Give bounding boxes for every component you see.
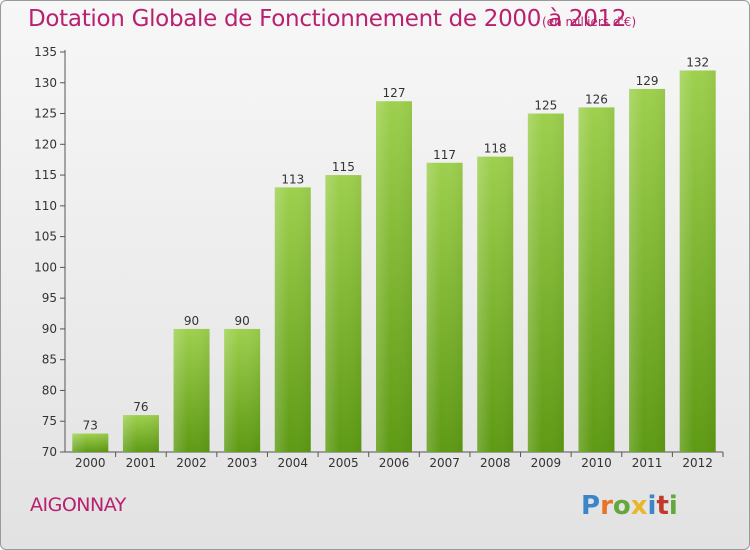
bar-highlight [477, 156, 514, 452]
value-labels: 73 76 90 90 113 115 127 117 118 125 126 129 132 [83, 55, 709, 432]
bar-highlight [274, 187, 311, 452]
y-tick-label: 85 [42, 353, 57, 367]
value-label-2001: 76 [133, 400, 148, 414]
y-tick-label: 130 [34, 76, 57, 90]
y-tick-label: 110 [34, 199, 57, 213]
value-label-2000: 73 [83, 419, 98, 433]
y-tick-label: 120 [34, 137, 57, 151]
value-label-2008: 118 [484, 142, 507, 156]
value-label-2007: 117 [433, 148, 456, 162]
x-tick-label: 2001 [126, 456, 157, 470]
x-tick-label: 2005 [328, 456, 359, 470]
x-tick-label: 2004 [277, 456, 308, 470]
value-label-2012: 132 [686, 55, 709, 69]
y-tick-label: 90 [42, 322, 57, 336]
value-label-2002: 90 [184, 314, 199, 328]
value-label-2011: 129 [636, 74, 659, 88]
value-label-2003: 90 [235, 314, 250, 328]
commune-name: AIGONNAY [30, 494, 126, 516]
bar-highlight [122, 415, 159, 452]
value-label-2005: 115 [332, 160, 355, 174]
y-tick-label: 125 [34, 107, 57, 121]
y-tick-label: 135 [34, 45, 57, 59]
value-label-2009: 125 [534, 99, 557, 113]
x-tick-label: 2011 [632, 456, 663, 470]
chart-unit: (en milliers d'€) [542, 15, 637, 29]
y-tick-label: 75 [42, 414, 57, 428]
bars [72, 70, 716, 453]
chart-title: Dotation Globale de Fonctionnement de 20… [28, 6, 627, 32]
bar-highlight [527, 113, 564, 453]
bar-highlight [426, 162, 463, 452]
value-label-2006: 127 [383, 86, 406, 100]
axes: 70 75 80 85 90 95 100 105 110 115 120 125 130 135 2000… [34, 45, 724, 470]
x-tick-label: 2007 [429, 456, 460, 470]
x-tick-label: 2003 [227, 456, 258, 470]
x-tick-label: 2000 [75, 456, 106, 470]
value-label-2004: 113 [281, 172, 304, 186]
y-tick-label: 80 [42, 383, 57, 397]
value-label-2010: 126 [585, 92, 608, 106]
bar-highlight [376, 101, 412, 452]
bar-highlight [72, 433, 109, 452]
x-tick-label: 2002 [176, 456, 207, 470]
bar-highlight [629, 88, 666, 452]
bar-highlight [173, 328, 210, 452]
proxiti-logo[interactable]: Proxiti [581, 491, 678, 521]
bar-highlight [578, 107, 615, 452]
y-tick-label: 105 [34, 230, 57, 244]
bar-highlight [224, 328, 261, 452]
y-tick-label: 100 [34, 260, 57, 274]
x-tick-label: 2009 [531, 456, 562, 470]
x-tick-label: 2008 [480, 456, 511, 470]
y-tick-label: 115 [34, 168, 57, 182]
y-tick-label: 95 [42, 291, 57, 305]
x-tick-label: 2006 [379, 456, 410, 470]
x-tick-label: 2012 [682, 456, 713, 470]
bar-highlight [679, 70, 716, 452]
x-tick-label: 2010 [581, 456, 612, 470]
bar-highlight [325, 175, 362, 453]
y-tick-label: 70 [42, 445, 57, 459]
